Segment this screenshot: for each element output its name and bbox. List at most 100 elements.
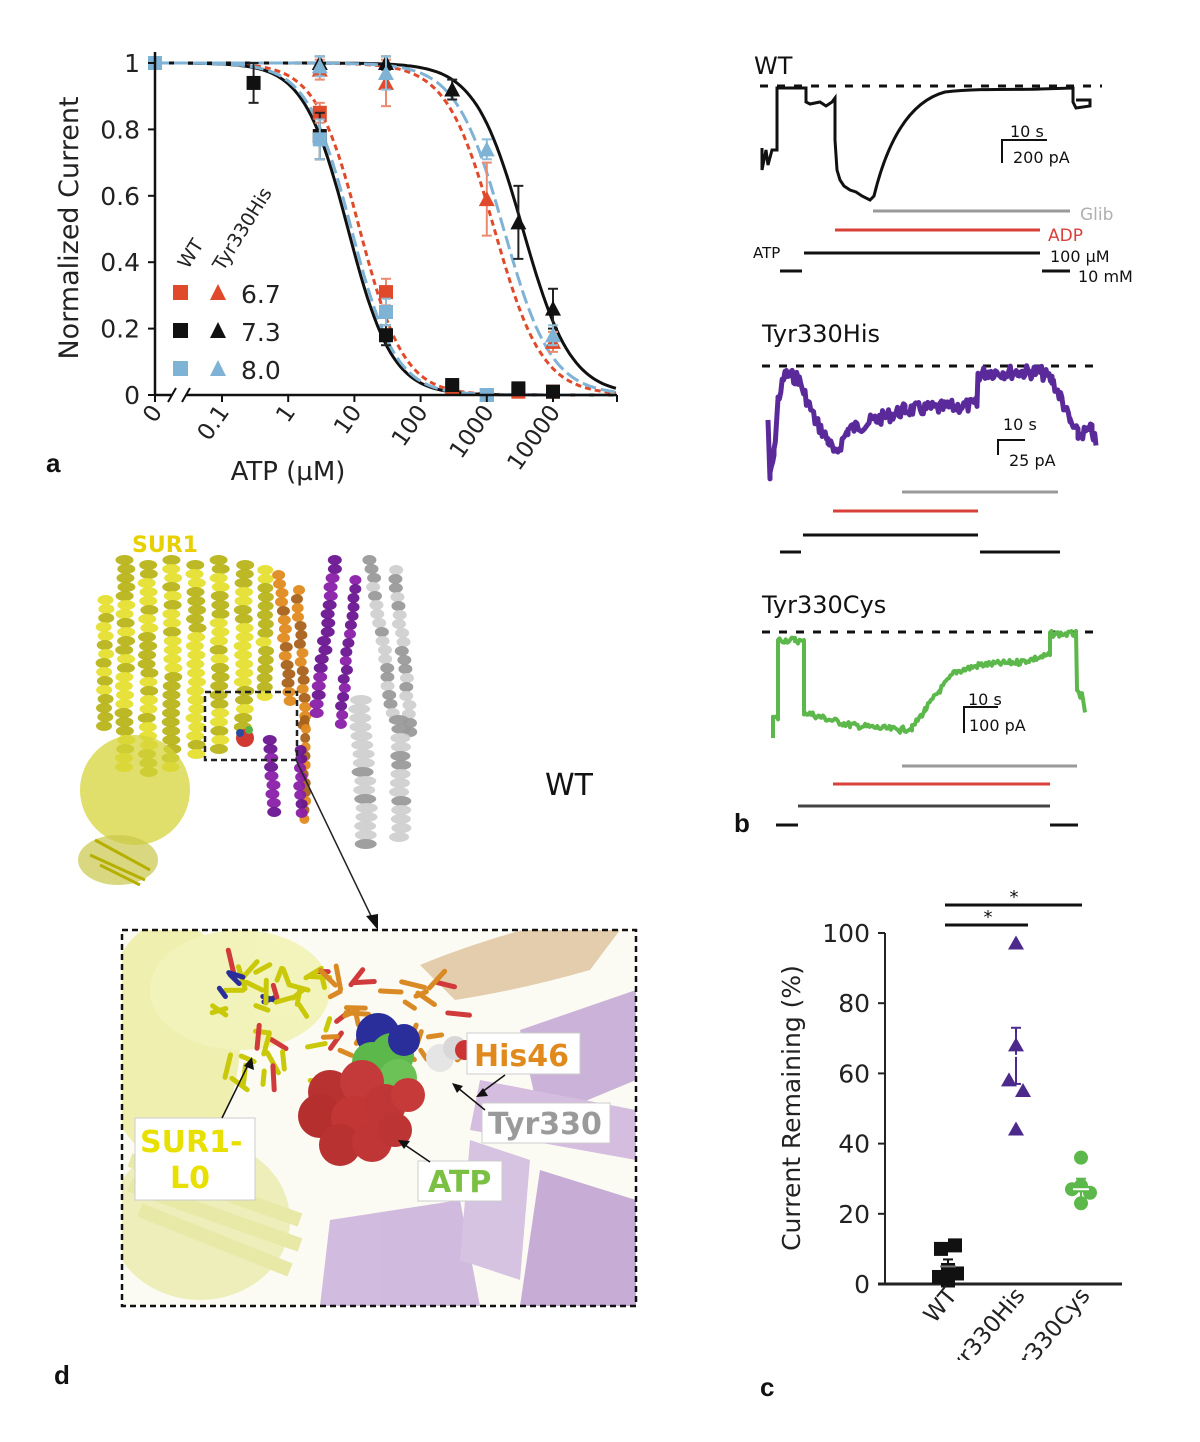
helix-turn xyxy=(139,695,158,705)
helix-turn xyxy=(344,620,357,630)
helix-turn xyxy=(257,592,274,602)
helix-turn xyxy=(235,587,254,597)
helix-turn xyxy=(296,648,309,658)
helix-turn xyxy=(391,760,412,770)
stick-bond xyxy=(243,979,265,993)
stick-bond xyxy=(415,990,437,1008)
helix-turn xyxy=(390,742,411,752)
helix-turn xyxy=(256,691,273,701)
data-point-triangle xyxy=(478,191,495,207)
helix-turn xyxy=(309,699,324,709)
helix-turn xyxy=(211,672,230,682)
axis-break-mark xyxy=(181,387,191,403)
helix-turn xyxy=(280,660,294,670)
helix-turn xyxy=(138,722,157,732)
helix-turn xyxy=(139,704,158,714)
data-point-triangle xyxy=(1015,1082,1031,1097)
x-tick-label: 10 xyxy=(329,401,367,440)
helix-turn xyxy=(97,631,114,641)
stick-bond xyxy=(260,1068,267,1087)
helix-turn xyxy=(115,699,134,709)
stick-bond xyxy=(425,1032,445,1040)
helix-turn xyxy=(300,733,311,743)
helix-turn xyxy=(295,630,308,640)
helix-turn xyxy=(234,614,253,624)
helix-turn xyxy=(162,564,181,574)
helix-turn xyxy=(395,628,410,638)
helix-turn xyxy=(349,695,372,705)
his46-label: His46 xyxy=(474,1039,569,1074)
sur1-l0-sticks xyxy=(209,947,344,1104)
helix-turn xyxy=(96,640,113,650)
helix-turn xyxy=(257,655,274,665)
stick-bond xyxy=(399,979,428,990)
helix-turn xyxy=(351,767,374,777)
helix-turn xyxy=(209,555,228,565)
helix-turn xyxy=(115,717,134,727)
helix-turn xyxy=(390,592,405,602)
helix-turn xyxy=(139,641,158,651)
helix-turn xyxy=(266,798,281,808)
helix-turn xyxy=(295,799,308,809)
helix-turn xyxy=(355,812,378,822)
helix-turn xyxy=(186,731,205,741)
helix-turn xyxy=(211,627,230,637)
helix-turn xyxy=(115,591,134,601)
helix-turn xyxy=(352,749,375,759)
panel-a-dose-response-chart: 0 0.2 0.4 0.6 0.8 1 0 0.1 1 10 100 1000 10000 Norma… xyxy=(54,49,618,487)
helix-turn xyxy=(235,659,254,669)
data-point-square xyxy=(941,1273,955,1288)
helix-turn xyxy=(267,807,282,817)
helix-turn xyxy=(296,684,309,694)
helix-turn xyxy=(402,700,417,710)
scale-bar xyxy=(997,439,1025,455)
helix-turn xyxy=(163,591,182,601)
helix-turn xyxy=(187,749,206,759)
stick-bond xyxy=(327,989,343,1000)
stick-bond xyxy=(280,1049,287,1072)
stick-bond xyxy=(318,967,338,988)
helix-turn xyxy=(211,582,230,592)
scale-time-label: 10 s xyxy=(968,690,1002,709)
helix-turn xyxy=(162,726,181,736)
axis-break-mark xyxy=(167,387,177,403)
helix-turn xyxy=(235,695,254,705)
helix-turn xyxy=(291,612,304,622)
helix-turn xyxy=(367,573,382,583)
data-point-square xyxy=(934,1241,948,1256)
sur1-l0-label-line2: L0 xyxy=(170,1161,210,1196)
helix-turn xyxy=(187,632,206,642)
helix-turn xyxy=(327,555,342,565)
stick-bond xyxy=(280,966,292,988)
helix-turn xyxy=(338,683,351,693)
helix-turn xyxy=(114,708,133,718)
stick-bond xyxy=(320,1034,340,1040)
legend-marker-tyr330his xyxy=(210,322,226,338)
legend-marker-tyr330his xyxy=(210,360,226,376)
helix-turn xyxy=(347,593,360,603)
helix-turn xyxy=(209,645,228,655)
helix-turn xyxy=(162,735,181,745)
stick-bond xyxy=(270,982,280,1001)
helix-turn xyxy=(211,600,230,610)
helix-turn xyxy=(117,600,136,610)
helix-turn xyxy=(335,701,348,711)
helix-turn xyxy=(211,609,230,619)
stick-bond xyxy=(264,1050,281,1076)
helix-turn xyxy=(283,696,297,706)
data-point-triangle xyxy=(1008,935,1024,950)
helix-turn xyxy=(116,573,135,583)
stick-bond xyxy=(241,959,260,979)
helix-turn xyxy=(313,663,328,673)
helix-turn xyxy=(209,618,228,628)
bar-label-atp-10mm: 10 mM xyxy=(1078,267,1133,286)
helix-turn xyxy=(255,637,272,647)
helix-turn xyxy=(210,663,229,673)
data-point-square xyxy=(511,381,526,396)
helix-turn xyxy=(291,603,304,613)
helix-turn xyxy=(313,672,328,682)
helix-turn xyxy=(257,628,274,638)
helix-turn xyxy=(185,713,204,723)
zoom-pointer-line xyxy=(296,761,373,919)
helix-turn xyxy=(298,693,311,703)
